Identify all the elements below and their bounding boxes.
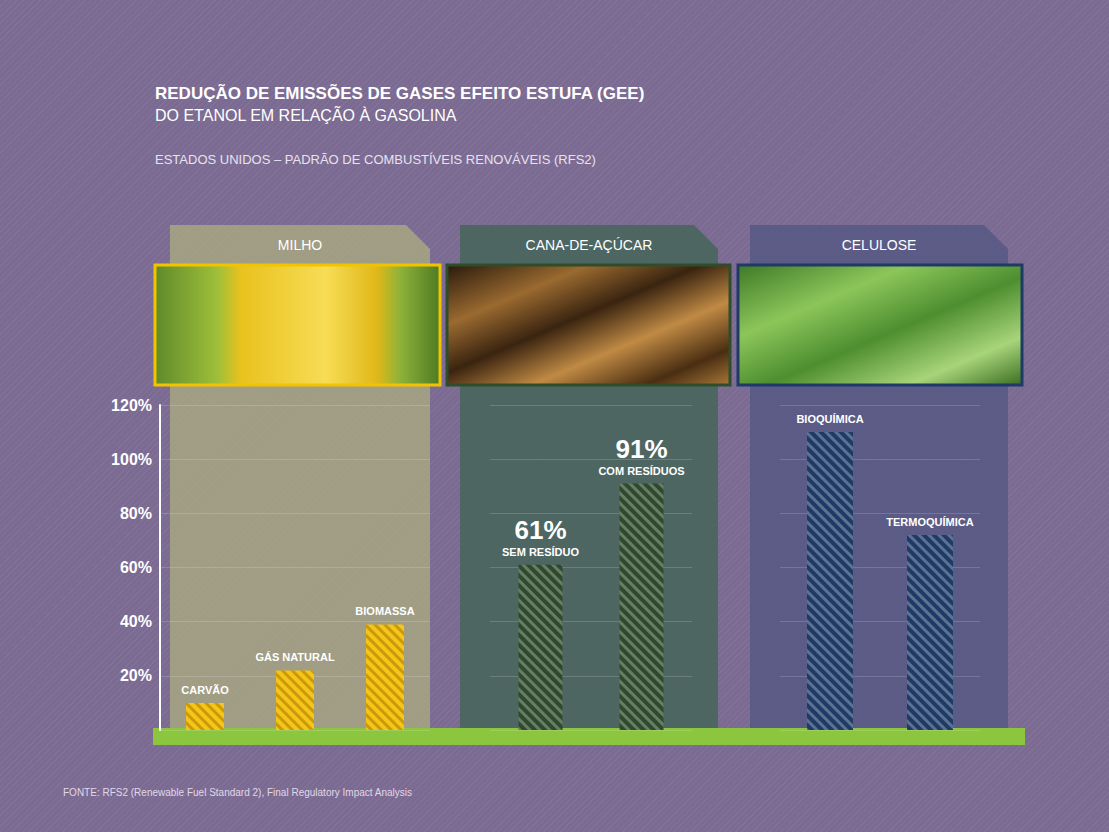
svg-text:MILHO: MILHO <box>278 237 322 253</box>
svg-text:CELULOSE: CELULOSE <box>842 237 917 253</box>
svg-text:BIOQUÍMICA: BIOQUÍMICA <box>796 413 863 425</box>
svg-text:DO ETANOL EM RELAÇÃO À GASOLIN: DO ETANOL EM RELAÇÃO À GASOLINA <box>155 105 457 124</box>
svg-text:GÁS NATURAL: GÁS NATURAL <box>255 651 335 663</box>
svg-text:FONTE: RFS2 (Renewable Fuel St: FONTE: RFS2 (Renewable Fuel Standard 2),… <box>63 787 412 798</box>
svg-text:100%: 100% <box>111 451 152 468</box>
svg-text:TERMOQUÍMICA: TERMOQUÍMICA <box>886 516 973 528</box>
svg-text:61%: 61% <box>514 515 566 545</box>
svg-text:120%: 120% <box>111 397 152 414</box>
svg-text:SEM RESÍDUO: SEM RESÍDUO <box>502 546 579 558</box>
svg-text:CARVÃO: CARVÃO <box>181 684 229 696</box>
svg-text:ESTADOS UNIDOS – PADRÃO DE COM: ESTADOS UNIDOS – PADRÃO DE COMBUSTÍVEIS … <box>155 152 596 167</box>
svg-text:91%: 91% <box>615 434 667 464</box>
svg-text:20%: 20% <box>120 667 152 684</box>
svg-text:COM RESÍDUOS: COM RESÍDUOS <box>598 465 684 477</box>
svg-text:CANA-DE-AÇÚCAR: CANA-DE-AÇÚCAR <box>526 237 653 253</box>
svg-text:REDUÇÃO DE EMISSÕES DE GASES E: REDUÇÃO DE EMISSÕES DE GASES EFEITO ESTU… <box>155 83 644 103</box>
svg-text:60%: 60% <box>120 559 152 576</box>
svg-text:BIOMASSA: BIOMASSA <box>355 605 414 617</box>
svg-text:40%: 40% <box>120 613 152 630</box>
svg-text:80%: 80% <box>120 505 152 522</box>
